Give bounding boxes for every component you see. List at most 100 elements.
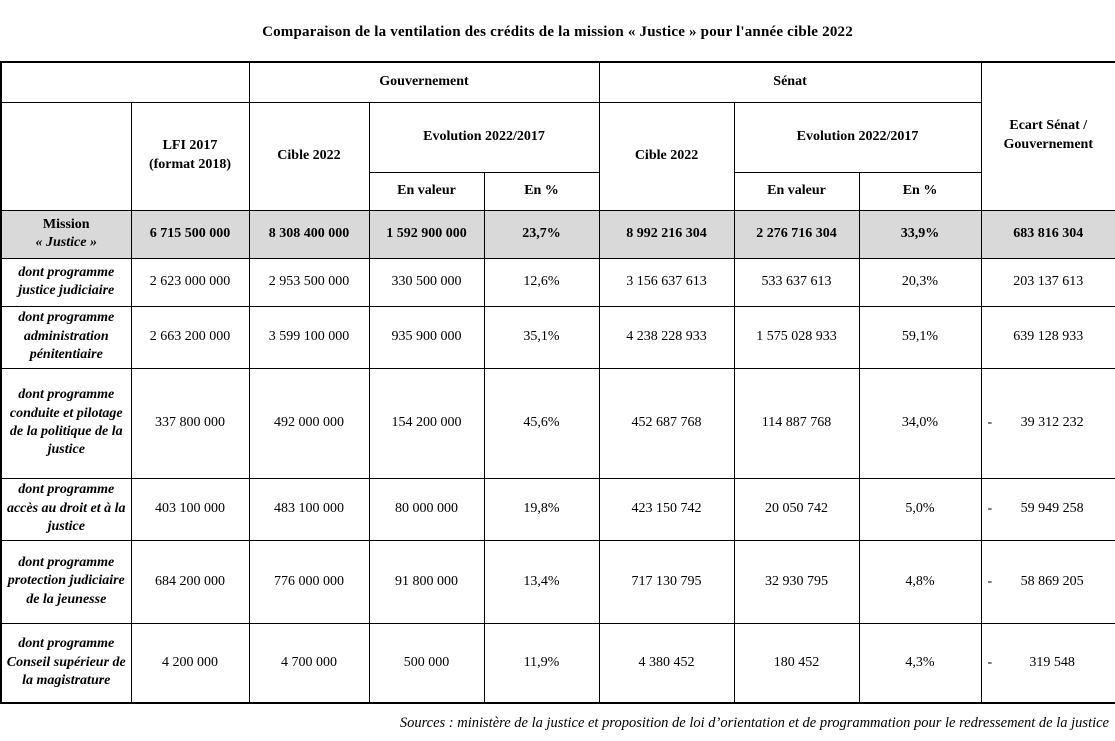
- page-title: Comparaison de la ventilation des crédit…: [262, 24, 853, 40]
- cell-ecart: - 319 548: [980, 622, 1115, 704]
- row-label: dont programme Conseil supérieur de la m…: [0, 622, 132, 704]
- cell-gov-evolution-valeur: 935 900 000: [368, 305, 485, 369]
- table-row-acces-au-droit: dont programme accès au droit et à la ju…: [0, 477, 1115, 541]
- header-gov-en-pct: En %: [483, 171, 600, 211]
- cell-gov-cible: 492 000 000: [248, 367, 370, 479]
- table-row-conseil-superieur-magistrature: dont programme Conseil supérieur de la m…: [0, 622, 1115, 704]
- cell-lfi-2017: 2 663 200 000: [130, 305, 250, 369]
- negative-sign: -: [987, 415, 993, 430]
- cell-lfi-2017: 403 100 000: [130, 477, 250, 541]
- cell-senat-cible: 717 130 795: [598, 539, 735, 624]
- cell-gov-evolution-pct: 35,1%: [483, 305, 600, 369]
- cell-ecart: 203 137 613: [980, 257, 1115, 307]
- cell-ecart: 639 128 933: [980, 305, 1115, 369]
- cell-gov-evolution-pct: 12,6%: [483, 257, 600, 307]
- cell-senat-cible: 3 156 637 613: [598, 257, 735, 307]
- cell-senat-cible: 423 150 742: [598, 477, 735, 541]
- cell-gov-cible: 776 000 000: [248, 539, 370, 624]
- cell-lfi-2017: 337 800 000: [130, 367, 250, 479]
- ecart-value: 203 137 613: [1013, 274, 1084, 289]
- cell-senat-evolution-valeur: 2 276 716 304: [733, 209, 860, 259]
- cell-senat-evolution-valeur: 180 452: [733, 622, 860, 704]
- cell-gov-cible: 2 953 500 000: [248, 257, 370, 307]
- row-label-sub: « Justice »: [35, 235, 97, 250]
- ecart-value: 39 312 232: [1020, 415, 1084, 430]
- cell-senat-evolution-pct: 4,8%: [858, 539, 982, 624]
- cell-gov-evolution-valeur: 154 200 000: [368, 367, 485, 479]
- row-label: dont programme administration pénitentia…: [0, 305, 132, 369]
- cell-gov-cible: 8 308 400 000: [248, 209, 370, 259]
- cell-ecart: - 39 312 232: [980, 367, 1115, 479]
- ecart-value: 59 949 258: [1020, 501, 1084, 516]
- header-senat: Sénat: [598, 61, 982, 103]
- row-label: dont programme justice judiciaire: [0, 257, 132, 307]
- cell-gov-evolution-pct: 19,8%: [483, 477, 600, 541]
- cell-gov-evolution-pct: 13,4%: [483, 539, 600, 624]
- row-label: Mission « Justice »: [0, 209, 132, 259]
- header-senat-en-pct: En %: [858, 171, 982, 211]
- cell-gov-evolution-valeur: 500 000: [368, 622, 485, 704]
- negative-sign: -: [987, 654, 993, 670]
- row-label: dont programme accès au droit et à la ju…: [0, 477, 132, 541]
- cell-lfi-2017: 6 715 500 000: [130, 209, 250, 259]
- table-row-justice-judiciaire: dont programme justice judiciaire 2 623 …: [0, 257, 1115, 307]
- ecart-value: 639 128 933: [1013, 329, 1084, 344]
- cell-senat-evolution-valeur: 32 930 795: [733, 539, 860, 624]
- header-lfi-2017: LFI 2017 (format 2018): [130, 101, 250, 211]
- cell-ecart: 683 816 304: [980, 209, 1115, 259]
- cell-ecart: - 59 949 258: [980, 477, 1115, 541]
- cell-ecart: - 58 869 205: [980, 539, 1115, 624]
- negative-sign: -: [987, 501, 993, 516]
- cell-gov-cible: 4 700 000: [248, 622, 370, 704]
- cell-lfi-2017: 4 200 000: [130, 622, 250, 704]
- cell-lfi-2017: 684 200 000: [130, 539, 250, 624]
- cell-senat-evolution-valeur: 1 575 028 933: [733, 305, 860, 369]
- cell-gov-evolution-pct: 11,9%: [483, 622, 600, 704]
- header-gov-cible-2022: Cible 2022: [248, 101, 370, 211]
- row-label: dont programme conduite et pilotage de l…: [0, 367, 132, 479]
- cell-gov-evolution-pct: 45,6%: [483, 367, 600, 479]
- source-caption: Sources : ministère de la justice et pro…: [399, 715, 1109, 731]
- ecart-value: 58 869 205: [1020, 573, 1084, 589]
- cell-senat-evolution-pct: 33,9%: [858, 209, 982, 259]
- header-senat-en-valeur: En valeur: [733, 171, 860, 211]
- cell-senat-cible: 4 380 452: [598, 622, 735, 704]
- cell-senat-cible: 4 238 228 933: [598, 305, 735, 369]
- table-row-administration-penitentiaire: dont programme administration pénitentia…: [0, 305, 1115, 369]
- budget-comparison-table: Gouvernement Sénat Ecart Sénat / Gouvern…: [0, 61, 1115, 704]
- cell-senat-cible: 452 687 768: [598, 367, 735, 479]
- header-gouvernement: Gouvernement: [248, 61, 600, 103]
- cell-senat-evolution-pct: 5,0%: [858, 477, 982, 541]
- cell-gov-evolution-valeur: 80 000 000: [368, 477, 485, 541]
- negative-sign: -: [987, 573, 993, 589]
- cell-senat-evolution-valeur: 20 050 742: [733, 477, 860, 541]
- cell-senat-evolution-valeur: 114 887 768: [733, 367, 860, 479]
- cell-senat-evolution-pct: 4,3%: [858, 622, 982, 704]
- cell-gov-evolution-valeur: 1 592 900 000: [368, 209, 485, 259]
- row-label: dont programme protection judiciaire de …: [0, 539, 132, 624]
- table-row-conduite-et-pilotage: dont programme conduite et pilotage de l…: [0, 367, 1115, 479]
- ecart-value: 683 816 304: [1013, 226, 1084, 241]
- cell-gov-evolution-valeur: 91 800 000: [368, 539, 485, 624]
- cell-gov-cible: 3 599 100 000: [248, 305, 370, 369]
- cell-senat-evolution-pct: 59,1%: [858, 305, 982, 369]
- cell-lfi-2017: 2 623 000 000: [130, 257, 250, 307]
- header-gov-en-valeur: En valeur: [368, 171, 485, 211]
- cell-senat-cible: 8 992 216 304: [598, 209, 735, 259]
- header-ecart-senat-gouvernement: Ecart Sénat / Gouvernement: [980, 61, 1115, 211]
- table-row-protection-judiciaire-jeunesse: dont programme protection judiciaire de …: [0, 539, 1115, 624]
- header-gov-evolution: Evolution 2022/2017: [368, 101, 600, 173]
- header-empty-corner: [0, 61, 250, 103]
- cell-senat-evolution-pct: 34,0%: [858, 367, 982, 479]
- ecart-value: 319 548: [1029, 654, 1075, 670]
- cell-senat-evolution-pct: 20,3%: [858, 257, 982, 307]
- header-senat-evolution: Evolution 2022/2017: [733, 101, 982, 173]
- table-row-mission-justice: Mission « Justice » 6 715 500 000 8 308 …: [0, 209, 1115, 259]
- header-row-label-empty: [0, 101, 132, 211]
- cell-gov-evolution-valeur: 330 500 000: [368, 257, 485, 307]
- cell-gov-evolution-pct: 23,7%: [483, 209, 600, 259]
- row-label-main: Mission: [42, 216, 90, 232]
- cell-gov-cible: 483 100 000: [248, 477, 370, 541]
- header-senat-cible-2022: Cible 2022: [598, 101, 735, 211]
